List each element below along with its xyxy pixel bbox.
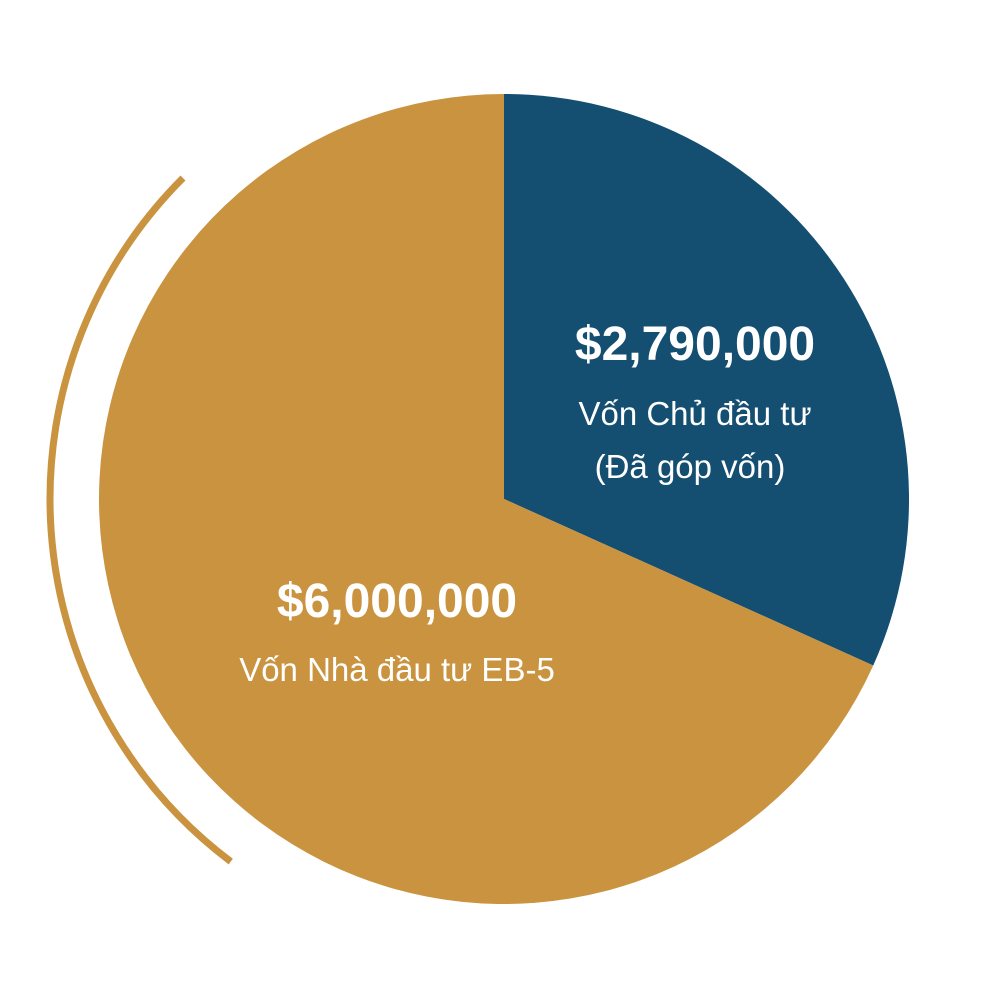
pie-slice-eb5 — [99, 94, 874, 904]
decorative-accent-arc — [46, 175, 233, 865]
pie-slices — [99, 94, 910, 904]
equity-description-line-1: Vốn Chủ đầu tư — [578, 395, 811, 432]
eb5-value-label: $6,000,000 — [277, 575, 517, 628]
pie-slice-equity — [504, 94, 910, 666]
equity-description-line-2: (Đã góp vốn) — [595, 448, 786, 485]
eb5-description-line-1: Vốn Nhà đầu tư EB-5 — [239, 651, 555, 688]
pie-labels: $2,790,000 Vốn Chủ đầu tư (Đã góp vốn) $… — [239, 318, 815, 688]
equity-value-label: $2,790,000 — [575, 318, 815, 371]
